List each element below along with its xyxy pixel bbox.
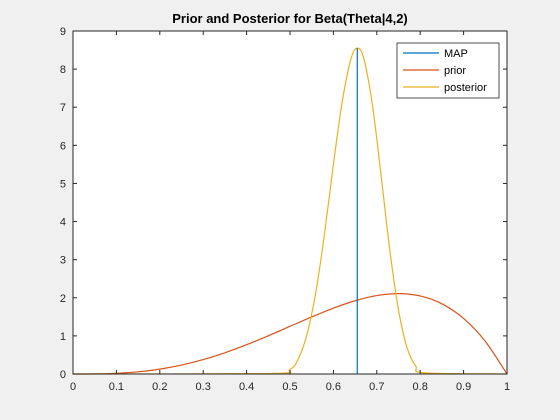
x-tick-label: 0.4 bbox=[239, 381, 254, 393]
x-tick-label: 1 bbox=[504, 381, 510, 393]
x-tick-label: 0.3 bbox=[196, 381, 211, 393]
y-tick-label: 1 bbox=[60, 331, 66, 343]
tick-layer: 0 0.1 0.2 0.3 0.4 0.5 0.6 0.7 0.8 0.9 1 0 1 2 3 4 5 6 7 8 9 bbox=[60, 26, 510, 393]
y-tick-label: 4 bbox=[60, 217, 66, 229]
x-tick-label: 0.1 bbox=[109, 381, 124, 393]
y-tick-label: 6 bbox=[60, 140, 66, 152]
axes-box bbox=[72, 30, 508, 375]
chart-title: Prior and Posterior for Beta(Theta|4,2) bbox=[172, 11, 408, 26]
x-tick-label: 0.5 bbox=[282, 381, 297, 393]
x-tick-label: 0.8 bbox=[413, 381, 428, 393]
legend[interactable]: MAP prior posterior bbox=[396, 42, 500, 99]
data-layer bbox=[72, 47, 508, 375]
x-tick-label: 0 bbox=[70, 381, 76, 393]
y-tick-label: 9 bbox=[60, 26, 66, 38]
series-line-prior bbox=[72, 293, 508, 375]
y-tick-label: 2 bbox=[60, 293, 66, 305]
x-tick-label: 0.6 bbox=[326, 381, 341, 393]
x-tick-label: 0.9 bbox=[456, 381, 471, 393]
legend-label-map: MAP bbox=[444, 48, 468, 60]
series-line-posterior bbox=[72, 47, 508, 375]
y-tick-label: 8 bbox=[60, 64, 66, 76]
x-tick-label: 0.2 bbox=[152, 381, 167, 393]
x-tick-label: 0.7 bbox=[369, 381, 384, 393]
y-tick-label: 3 bbox=[60, 255, 66, 267]
legend-label-posterior: posterior bbox=[444, 82, 487, 94]
y-tick-label: 7 bbox=[60, 102, 66, 114]
y-tick-label: 0 bbox=[60, 369, 66, 381]
legend-label-prior: prior bbox=[444, 65, 466, 77]
y-tick-label: 5 bbox=[60, 178, 66, 190]
